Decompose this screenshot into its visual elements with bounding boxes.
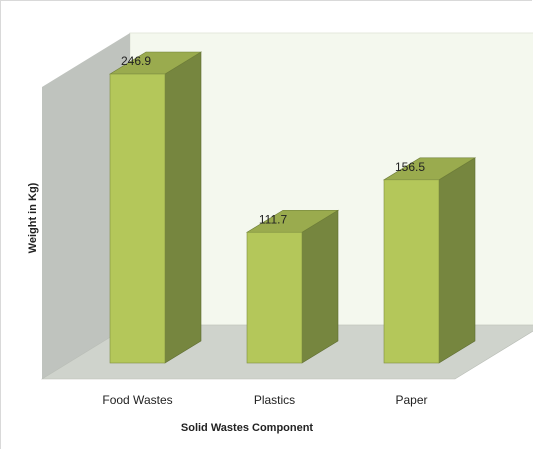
bars-group: 246.9 111.7 156.5 (108, 51, 477, 364)
y-axis-title: Weight in Kg) (27, 182, 39, 253)
bar-front-face (109, 73, 166, 364)
bar-front-face (383, 179, 440, 364)
x-axis-title: Solid Wastes Component (181, 422, 314, 434)
side-wall (42, 33, 130, 379)
bar-3: 156.5 (382, 157, 477, 364)
data-label: 111.7 (259, 212, 288, 226)
bar-side-face (301, 209, 339, 364)
bar-side-face (438, 157, 476, 364)
bar-side-face (164, 51, 202, 364)
category-label: Paper (395, 393, 427, 407)
data-label: 246.9 (121, 54, 151, 68)
category-label: Food Wastes (102, 393, 172, 407)
category-labels: Food Wastes Plastics Paper (102, 393, 427, 407)
bar-front-face (246, 231, 303, 364)
category-label: Plastics (254, 393, 295, 407)
bar-2: 111.7 (245, 209, 340, 364)
bar-1: 246.9 (108, 51, 203, 364)
data-label: 156.5 (395, 160, 425, 174)
